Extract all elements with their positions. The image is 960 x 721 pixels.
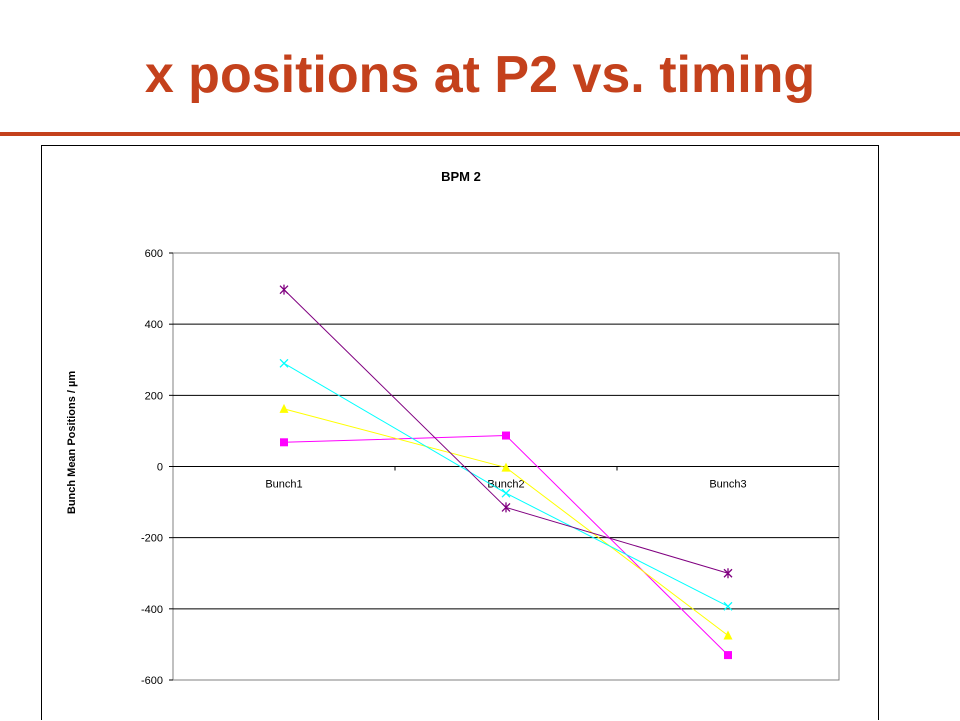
y-tick-label: -400 (141, 604, 163, 616)
data-point (723, 630, 733, 640)
chart-area: BPM 2 Bunch Mean Positions / µm 600 400 20… (41, 145, 879, 720)
series-1 (280, 431, 732, 660)
series-4 (279, 284, 733, 579)
data-point (724, 651, 732, 660)
y-tick-label: 600 (145, 248, 163, 260)
data-point (279, 284, 289, 295)
x-tick-label: Bunch3 (709, 479, 746, 491)
data-point (501, 488, 511, 498)
y-axis-ticks: 600 400 200 0 -200 -400 -600 (141, 248, 173, 687)
y-tick-label: 400 (145, 319, 163, 331)
chart-svg: BPM 2 Bunch Mean Positions / µm 600 400 20… (66, 169, 840, 687)
y-tick-label: 0 (157, 462, 163, 474)
y-axis-title: Bunch Mean Positions / µm (66, 371, 78, 514)
chart-title: BPM 2 (441, 169, 481, 184)
series-line (283, 289, 729, 574)
y-tick-label: 200 (145, 390, 163, 402)
series-line (283, 408, 729, 636)
data-point (279, 403, 289, 413)
x-tick-label: Bunch1 (265, 479, 302, 491)
series-2 (279, 403, 733, 640)
data-point (279, 358, 289, 368)
data-point (723, 601, 733, 611)
slide-title: x positions at P2 vs. timing (144, 46, 816, 104)
title-divider (0, 132, 960, 136)
data-point (501, 502, 511, 513)
series-3 (279, 358, 733, 611)
data-point (501, 462, 511, 472)
data-point (502, 431, 510, 440)
series-layer (279, 284, 733, 660)
y-tick-label: -200 (141, 533, 163, 545)
x-tick-label: Bunch2 (487, 479, 524, 491)
data-point (723, 568, 733, 579)
y-tick-label: -600 (141, 675, 163, 687)
data-point (280, 438, 288, 447)
